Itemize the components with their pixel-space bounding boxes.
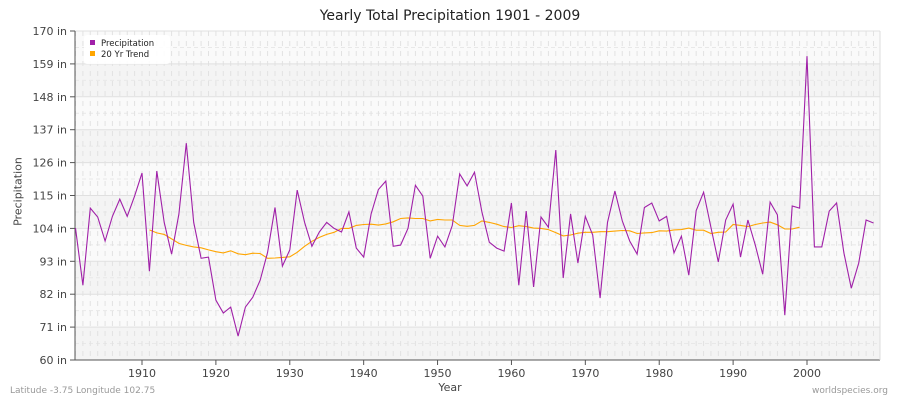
x-tick-label: 1910 (128, 367, 156, 380)
y-tick-label: 104 in (32, 222, 67, 235)
x-axis-label: Year (438, 381, 462, 394)
x-tick-label: 2000 (793, 367, 821, 380)
y-tick-label: 93 in (39, 255, 67, 268)
y-tick-label: 60 in (39, 354, 67, 367)
y-tick-label: 148 in (32, 91, 67, 104)
location-caption: Latitude -3.75 Longitude 102.75 (10, 386, 156, 396)
y-tick-label: 137 in (32, 124, 67, 137)
y-tick-label: 126 in (32, 157, 67, 170)
x-tick-label: 1990 (719, 367, 747, 380)
chart-title: Yearly Total Precipitation 1901 - 2009 (319, 8, 581, 24)
x-tick-label: 1980 (645, 367, 673, 380)
legend-marker-trend (90, 51, 95, 56)
y-tick-label: 82 in (39, 288, 67, 301)
legend-label-precipitation: Precipitation (101, 39, 154, 49)
y-tick-label: 170 in (32, 25, 67, 38)
precipitation-line (74, 56, 874, 337)
x-tick-label: 1920 (202, 367, 230, 380)
legend-box (84, 35, 170, 64)
source-caption: worldspecies.org (811, 386, 888, 396)
trend-line (149, 217, 800, 259)
x-tick-label: 1950 (424, 367, 452, 380)
x-tick-label: 1960 (497, 367, 525, 380)
x-tick-label: 1970 (571, 367, 599, 380)
y-tick-label: 115 in (32, 190, 67, 203)
legend-marker-precipitation (90, 40, 95, 45)
y-tick-label: 159 in (32, 58, 67, 71)
x-tick-label: 1930 (276, 367, 304, 380)
x-tick-label: 1940 (350, 367, 378, 380)
y-tick-label: 71 in (39, 321, 67, 334)
legend-label-trend: 20 Yr Trend (101, 50, 149, 60)
